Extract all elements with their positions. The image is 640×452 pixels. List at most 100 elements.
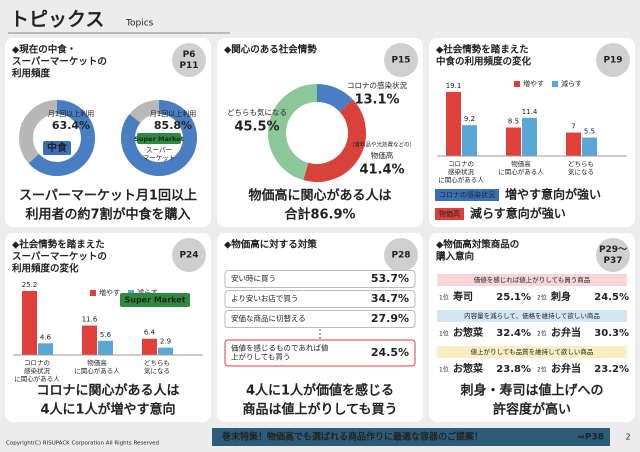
legend-label: 増やす: [523, 79, 544, 88]
header-subtitle: Topics: [125, 19, 154, 29]
rank: 2位: [537, 366, 547, 374]
donut-value: 63.4%: [52, 119, 90, 132]
legend-swatch: [552, 81, 558, 87]
group-heading-box: [437, 346, 627, 358]
bar: [582, 137, 597, 156]
bar-value: 5.6: [100, 331, 112, 339]
bar: [22, 291, 37, 355]
banner-link: ⇒P38: [577, 433, 604, 443]
bar: [142, 338, 157, 355]
rank: 1位: [439, 366, 449, 374]
panel-title: ◆関心のある社会情勢: [224, 44, 317, 56]
page-number: 2: [625, 433, 630, 442]
bar: [446, 92, 461, 156]
bar-value: 19.1: [446, 82, 462, 90]
donut-category: どちらも気になる: [227, 107, 287, 117]
donut-arc: [121, 100, 197, 176]
x-tick-label: 感染状況: [24, 366, 51, 375]
page-badge-text: P37: [603, 256, 622, 266]
donut-value: 85.8%: [154, 119, 192, 132]
bar-value: 5.5: [584, 128, 595, 136]
x-tick-label: 気になる: [568, 167, 594, 176]
bar-value: 2.9: [160, 338, 171, 346]
tag-note: 増やす意向が強い: [505, 187, 601, 202]
panel: [217, 38, 423, 227]
bar-value: 6.4: [144, 329, 156, 337]
header-title: トピックス: [10, 9, 104, 31]
x-tick-label: 気になる: [144, 366, 170, 375]
bar-value: 4.6: [40, 333, 52, 341]
item-name: お惣菜: [453, 362, 484, 375]
page-badge-text: P28: [391, 251, 410, 261]
x-tick-label: どちらも: [144, 359, 170, 367]
tag-note: 減らす意向が強い: [470, 206, 566, 221]
item-name: 寿司: [453, 290, 473, 303]
donut-arc: [28, 100, 95, 176]
conclusion: 4人に1人が価値を感じる: [246, 383, 394, 399]
x-tick-label: どちらも: [568, 160, 594, 168]
page-badge-text: P6: [183, 50, 196, 60]
panel-title: ◆物価高対策商品の: [436, 239, 519, 251]
row-label: 上がりしても買う: [231, 352, 290, 362]
donut-label: 月1回以上利用: [48, 109, 94, 118]
ellipsis-dot: [319, 329, 321, 331]
logo-box: [120, 293, 190, 307]
logo-box: [137, 133, 181, 144]
item-name: お惣菜: [453, 326, 484, 339]
legend-swatch: [90, 290, 96, 296]
donut-value: 13.1%: [354, 93, 399, 108]
rank: 2位: [537, 330, 547, 338]
group-heading: 値上がりしても品質を維持して欲しい商品: [471, 347, 594, 356]
ellipsis-dot: [319, 333, 321, 335]
legend-label: 増やす: [99, 288, 120, 297]
donut-category: 物価高: [371, 150, 394, 160]
banner-box: [212, 428, 610, 446]
conclusion: 刺身・寿司は値上げへの: [460, 383, 603, 399]
x-tick-label: に関心がある人: [74, 366, 120, 375]
item-value: 23.8%: [496, 364, 531, 375]
item-value: 24.5%: [594, 292, 629, 303]
bar: [98, 340, 113, 355]
panel-title: ◆社会情勢を踏まえた: [436, 44, 529, 56]
row-value: 24.5%: [371, 346, 409, 359]
conclusion: コロナに関心がある人は: [36, 383, 179, 399]
page-badge-text: P15: [391, 56, 410, 66]
bar-value: 7: [571, 123, 575, 131]
page-badge: [596, 238, 630, 272]
row-box: [224, 290, 416, 308]
donut-center: スーパー: [146, 146, 172, 154]
bar: [158, 347, 173, 355]
bar: [462, 125, 477, 156]
legend-label: 減らす: [137, 288, 158, 297]
conclusion: 商品は値上がりしても買う: [243, 402, 398, 418]
item-name: お弁当: [551, 362, 581, 375]
copyright: Copyright(C) RISUPACK Corporation All Ri…: [6, 441, 159, 447]
bar-value: 9.2: [464, 115, 475, 123]
row-value: 53.7%: [371, 272, 409, 285]
row-box: [224, 270, 416, 288]
panel: [5, 233, 211, 422]
page-badge-text: P11: [179, 61, 198, 71]
donut-segment: [303, 99, 366, 182]
bar-value: 25.2: [22, 281, 38, 289]
x-tick-label: コロナの: [24, 359, 50, 367]
donut-segment: [268, 84, 318, 181]
item-value: 32.4%: [496, 328, 531, 339]
tag-label: 物価高: [439, 209, 460, 218]
panel-title: 利用頻度: [11, 68, 51, 80]
page-badge-text: P19: [603, 56, 622, 66]
page-badge: [384, 238, 418, 272]
conclusion: 4人に1人が増やす意向: [40, 402, 175, 418]
item-name: 刺身: [550, 290, 571, 303]
legend-swatch: [514, 81, 520, 87]
rank: 1位: [439, 330, 449, 338]
panel-title: ◆社会情勢を踏まえた: [12, 239, 105, 251]
bar: [38, 343, 53, 355]
ellipsis-dot: [319, 337, 321, 339]
tag-box: [435, 208, 464, 220]
x-tick-label: に関心がある人: [438, 175, 484, 184]
panel-title: ◆現在の中食・: [12, 44, 76, 56]
x-tick-label: 物価高: [511, 159, 531, 168]
page-badge: [596, 43, 630, 77]
group-heading: 内容量を減らして、価格を維持して欲しい商品: [464, 311, 600, 320]
